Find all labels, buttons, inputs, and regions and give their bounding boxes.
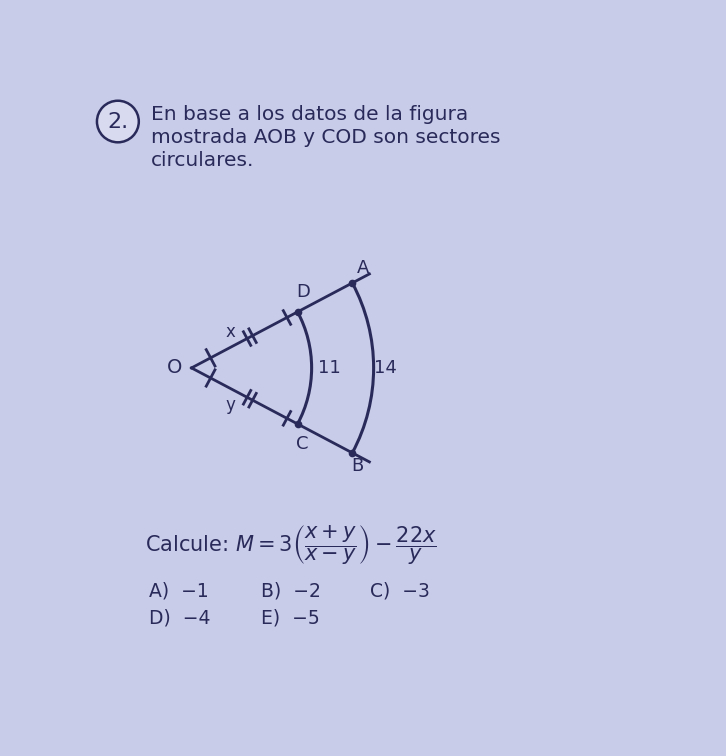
Circle shape (97, 101, 139, 142)
Text: circulares.: circulares. (151, 150, 255, 170)
Text: C: C (296, 435, 309, 453)
Text: C)  −3: C) −3 (370, 581, 430, 601)
Text: Calcule: $M=3\left(\dfrac{x+y}{x-y}\right)-\dfrac{22x}{y}$: Calcule: $M=3\left(\dfrac{x+y}{x-y}\righ… (145, 523, 437, 567)
Text: 2.: 2. (107, 112, 129, 132)
Text: x: x (225, 324, 235, 342)
Text: 14: 14 (374, 359, 396, 377)
Text: A: A (357, 259, 370, 277)
Text: mostrada AOB y COD son sectores: mostrada AOB y COD son sectores (151, 128, 501, 147)
Text: 11: 11 (318, 359, 340, 377)
Text: y: y (225, 396, 235, 414)
Text: En base a los datos de la figura: En base a los datos de la figura (151, 104, 468, 123)
Text: B: B (351, 457, 363, 476)
Text: D)  −4: D) −4 (149, 609, 211, 627)
Text: D: D (296, 283, 310, 301)
Text: B)  −2: B) −2 (261, 581, 321, 601)
Text: E)  −5: E) −5 (261, 609, 320, 627)
Text: O: O (167, 358, 182, 377)
Text: A)  −1: A) −1 (149, 581, 208, 601)
